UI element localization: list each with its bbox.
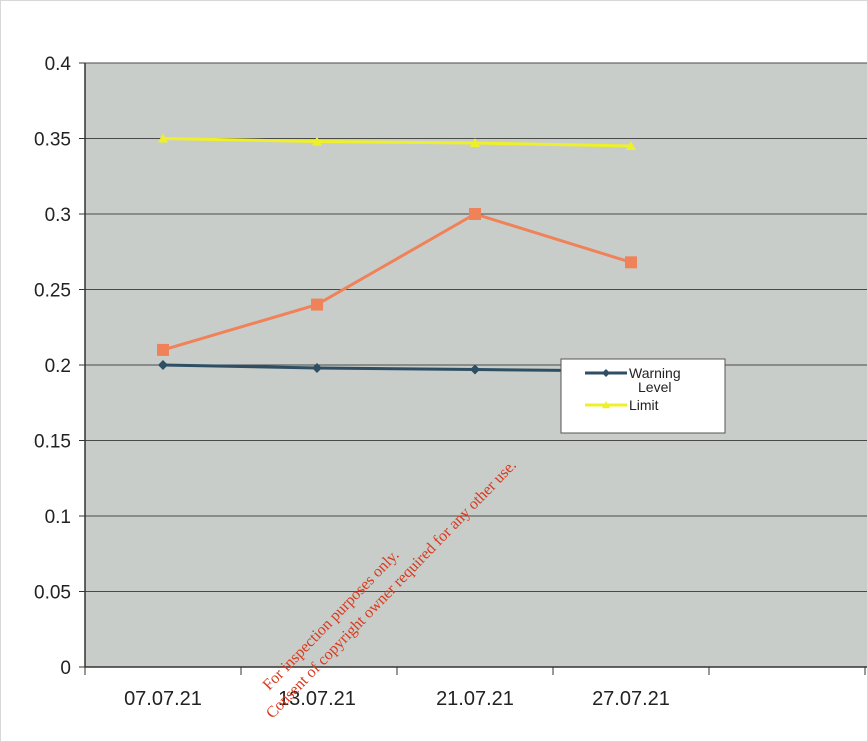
data-point: [312, 136, 322, 146]
x-tick-label: 13.07.21: [278, 688, 356, 710]
legend-label-line2: Level: [638, 379, 671, 395]
series-line: [162, 137, 632, 148]
legend-label: Warning: [629, 365, 681, 381]
data-point: [312, 363, 322, 374]
data-point: [625, 256, 637, 269]
series-layer: [157, 133, 637, 377]
x-tick-label: 21.07.21: [436, 688, 514, 710]
x-tick-label: 27.07.21: [592, 688, 670, 710]
legend-swatch-marker: [602, 369, 610, 377]
y-tick-label: 0.1: [45, 507, 71, 528]
data-point: [158, 133, 168, 143]
legend-label: Limit: [629, 397, 659, 413]
y-tick-label: 0.25: [34, 281, 71, 302]
y-tick-label: 0.35: [34, 130, 71, 151]
y-tick-label: 0.4: [45, 54, 72, 75]
y-axis-ticks: 0 0.05 0.1 0.15 0.2 0.25 0.3 0.35 0.4: [34, 54, 85, 679]
series-2: [158, 133, 636, 151]
data-point: [469, 208, 481, 220]
data-point: [311, 298, 323, 311]
y-tick-label: 0.15: [34, 432, 71, 453]
data-point: [626, 141, 636, 151]
legend-box: [560, 358, 726, 434]
data-point: [470, 138, 480, 148]
data-point: [158, 360, 168, 370]
y-tick-label: 0.05: [34, 583, 71, 604]
series-1: [157, 208, 637, 356]
x-tick-label: 07.07.21: [124, 688, 202, 710]
y-tick-label: 0.3: [45, 205, 71, 226]
series-line: [162, 212, 632, 352]
data-point: [157, 343, 169, 356]
series-line: [162, 363, 632, 373]
y-tick-label: 0: [60, 658, 71, 679]
legend-entry: Limit: [585, 397, 659, 413]
x-axis-ticks: 07.07.21 13.07.21 21.07.21 27.07.21: [84, 667, 866, 710]
legend-swatch-marker: [602, 401, 610, 409]
data-point: [470, 364, 480, 375]
y-tick-label: 0.2: [45, 356, 71, 377]
